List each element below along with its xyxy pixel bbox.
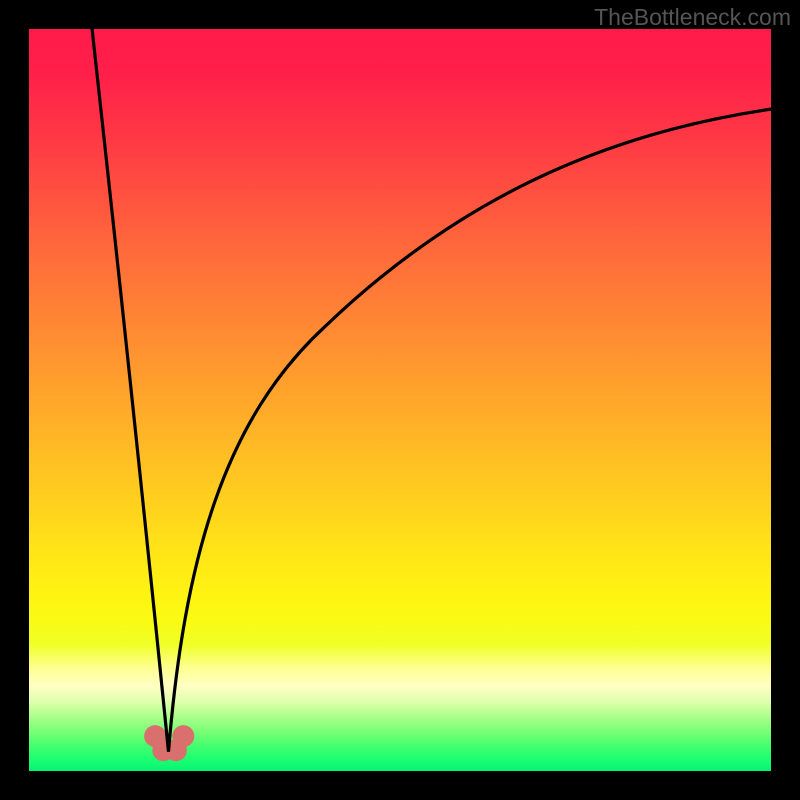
- chart-svg: [0, 0, 800, 800]
- plot-background-gradient: [29, 29, 771, 771]
- watermark-text: TheBottleneck.com: [594, 4, 791, 31]
- chart-container: TheBottleneck.com: [0, 0, 800, 800]
